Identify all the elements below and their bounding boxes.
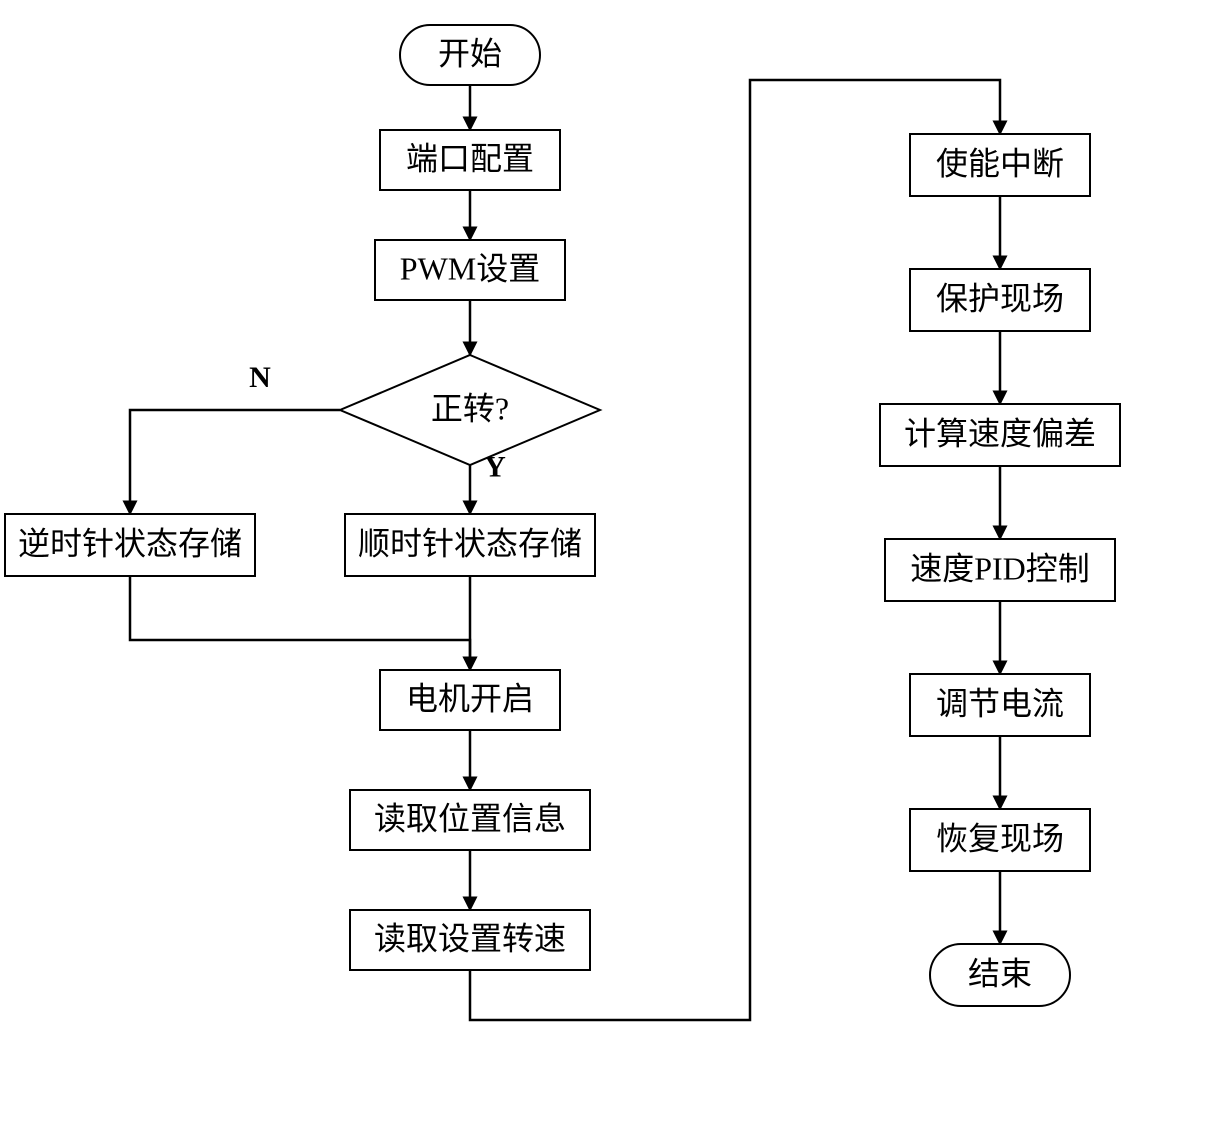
node-label-adjcur: 调节电流 [936, 685, 1064, 721]
node-label-end: 结束 [968, 955, 1032, 991]
node-adjcur: 调节电流 [910, 674, 1090, 736]
node-restore: 恢复现场 [910, 809, 1090, 871]
node-cw: 顺时针状态存储 [345, 514, 595, 576]
node-save: 保护现场 [910, 269, 1090, 331]
node-label-pwm: PWM设置 [400, 250, 540, 286]
node-label-calcerr: 计算速度偏差 [904, 415, 1096, 451]
node-forward: 正转? [340, 355, 600, 465]
node-motor: 电机开启 [380, 670, 560, 730]
flowchart-svg: YN开始端口配置PWM设置正转?逆时针状态存储顺时针状态存储电机开启读取位置信息… [0, 0, 1215, 1123]
node-pwm: PWM设置 [375, 240, 565, 300]
node-label-portcfg: 端口配置 [406, 140, 534, 176]
node-calcerr: 计算速度偏差 [880, 404, 1120, 466]
node-label-ccw: 逆时针状态存储 [18, 525, 242, 561]
node-label-readpos: 读取位置信息 [374, 800, 566, 836]
node-label-forward: 正转? [431, 390, 509, 426]
node-start: 开始 [400, 25, 540, 85]
edge-ccw-motor [130, 576, 470, 670]
node-label-start: 开始 [438, 35, 502, 71]
node-pid: 速度PID控制 [885, 539, 1115, 601]
node-readpos: 读取位置信息 [350, 790, 590, 850]
node-label-readset: 读取设置转速 [374, 920, 566, 956]
edge-forward-ccw [130, 410, 340, 514]
node-ccw: 逆时针状态存储 [5, 514, 255, 576]
nodes-group: 开始端口配置 PWM设置正转? 逆时针状态存储 顺时针状态存储电机开启读取位置信息读取… [5, 25, 1120, 1006]
edge-label-N: N [249, 361, 271, 394]
node-readset: 读取设置转速 [350, 910, 590, 970]
node-label-cw: 顺时针状态存储 [358, 525, 582, 561]
node-label-save: 保护现场 [936, 280, 1064, 316]
node-label-restore: 恢复现场 [936, 820, 1064, 856]
node-label-motor: 电机开启 [406, 680, 534, 716]
node-label-enint: 使能中断 [936, 145, 1064, 181]
node-enint: 使能中断 [910, 134, 1090, 196]
node-end: 结束 [930, 944, 1070, 1006]
node-portcfg: 端口配置 [380, 130, 560, 190]
node-label-pid: 速度PID控制 [910, 550, 1090, 586]
